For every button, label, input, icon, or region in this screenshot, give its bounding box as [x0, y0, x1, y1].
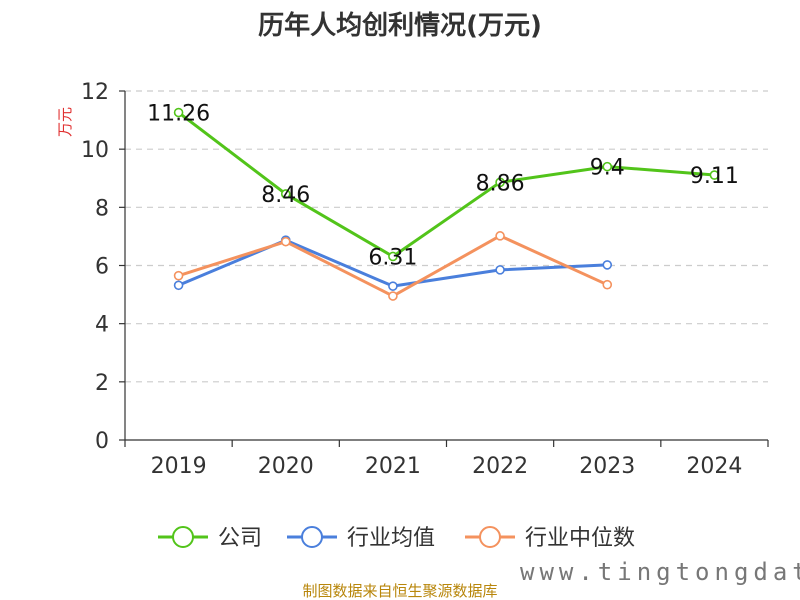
x-tick-label: 2020 [258, 454, 314, 479]
data-point [280, 236, 291, 247]
data-point [709, 170, 720, 180]
legend-label: 行业中位数 [525, 526, 635, 551]
y-tick-label: 12 [81, 80, 109, 105]
x-tick-label: 2024 [686, 454, 742, 479]
data-point [388, 251, 398, 262]
y-tick-label: 4 [95, 313, 109, 338]
y-axis-label: 万元 [56, 107, 74, 137]
x-tick-labels: 2019 2020 2021 2022 2023 2024 [151, 454, 743, 479]
data-point [280, 189, 291, 199]
grid-lines [125, 90, 768, 383]
data-point [495, 177, 505, 188]
data-point [388, 291, 398, 301]
data-point [602, 161, 613, 172]
y-tick-label: 10 [81, 138, 109, 163]
data-label: 9.11 [690, 164, 739, 189]
legend-marker [479, 526, 501, 548]
series-group [173, 107, 720, 301]
legend-label: 行业均值 [347, 526, 435, 551]
y-tick-label: 0 [95, 429, 109, 454]
x-tick-label: 2022 [472, 454, 528, 479]
watermark: www.tingtongdata.com [520, 558, 800, 586]
x-tick-label: 2019 [151, 454, 207, 479]
data-label: 11.26 [147, 102, 210, 127]
data-point [495, 265, 505, 275]
data-label: 9.4 [590, 156, 625, 181]
y-tick-label: 2 [95, 371, 109, 396]
data-point [495, 231, 505, 241]
data-label: 8.86 [476, 171, 525, 196]
data-label: 8.46 [261, 183, 310, 208]
legend: 公司 行业均值 行业中位数 [158, 526, 635, 551]
y-tick-label: 6 [95, 255, 109, 280]
data-label: 6.31 [368, 245, 417, 270]
data-point [602, 279, 613, 290]
legend-marker [172, 526, 194, 548]
source-note: 制图数据来自恒生聚源数据库 [302, 582, 497, 600]
x-tick-label: 2021 [365, 454, 421, 479]
y-tick-labels: 0 2 4 6 8 10 12 [81, 80, 109, 454]
data-labels: 11.26 8.46 6.31 8.86 9.4 9.11 [147, 102, 739, 271]
legend-marker [301, 526, 323, 548]
data-point [388, 281, 398, 291]
data-point [602, 260, 613, 270]
data-point [173, 107, 184, 118]
legend-label: 公司 [218, 526, 262, 551]
data-point [173, 280, 184, 291]
chart-title: 历年人均创利情况(万元) [258, 10, 542, 41]
series-line-0 [177, 111, 715, 258]
y-tick-label: 8 [95, 196, 109, 221]
axes [119, 90, 769, 447]
x-tick-label: 2023 [579, 454, 635, 479]
data-point [173, 270, 184, 281]
